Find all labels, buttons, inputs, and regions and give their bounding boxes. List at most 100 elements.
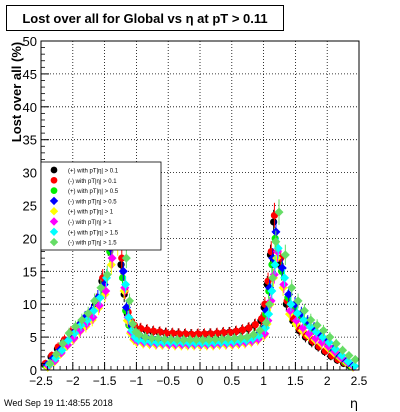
legend-label: (+) with pT|η| > 1: [68, 210, 114, 216]
data-point: [245, 324, 253, 332]
data-point: [343, 356, 353, 366]
data-point: [285, 306, 295, 316]
data-point: [57, 345, 67, 355]
data-point: [64, 328, 74, 338]
data-point: [239, 326, 247, 334]
data-point: [51, 349, 61, 359]
legend-label: (-) with pT|η| > 1.5: [68, 241, 117, 247]
data-point: [286, 299, 296, 309]
data-point: [94, 301, 104, 311]
data-point: [279, 279, 289, 289]
data-point: [287, 283, 297, 293]
data-point: [264, 309, 274, 319]
legend: (+) with pT|η| > 0.1 (-) with pT|η| > 0.1…: [40, 161, 162, 251]
grid-lines: [41, 41, 359, 370]
data-point: [140, 332, 150, 342]
data-point: [331, 339, 341, 349]
data-point: [106, 260, 116, 270]
data-point: [172, 335, 182, 345]
data-point: [70, 322, 80, 332]
legend-label: (-) with pT|η| > 0.1: [68, 179, 117, 185]
y-tick-label: 10: [23, 297, 37, 312]
data-point: [147, 333, 157, 343]
y-tick-label: 25: [23, 199, 37, 214]
data-point: [264, 299, 274, 309]
data-point: [166, 334, 176, 344]
x-tick-label: −1: [130, 374, 144, 388]
data-point: [90, 296, 100, 306]
data-point: [311, 333, 321, 343]
legend-marker: [49, 217, 59, 226]
x-tick-label: −2: [66, 374, 80, 388]
data-point: [219, 328, 228, 337]
data-point: [118, 254, 126, 262]
data-point: [217, 334, 227, 344]
data-point: [274, 207, 284, 217]
data-point: [306, 315, 316, 325]
data-point: [121, 302, 131, 312]
data-point: [299, 306, 309, 316]
data-point: [102, 270, 112, 280]
data-point: [350, 354, 360, 364]
data-point: [292, 316, 302, 326]
legend-marker: [50, 166, 58, 174]
data-point: [251, 320, 259, 329]
data-point: [121, 279, 131, 289]
data-point: [118, 266, 128, 276]
x-tick-label: 1.5: [287, 374, 304, 388]
data-point: [77, 315, 87, 325]
data-point: [337, 351, 347, 361]
legend-marker: [49, 237, 59, 247]
legend-label: (-) with pT|η| > 1: [68, 220, 112, 226]
x-tick-label: 2: [324, 374, 331, 388]
y-tick-label: 20: [23, 231, 37, 246]
y-tick-label: 45: [23, 67, 37, 82]
data-point: [198, 335, 208, 345]
data-point: [204, 335, 214, 345]
data-point: [58, 339, 68, 349]
legend-marker: [49, 196, 59, 206]
data-point: [280, 250, 290, 260]
data-point: [232, 327, 240, 335]
legend-marker: [49, 227, 59, 236]
data-point: [284, 289, 294, 299]
legend-marker: [49, 207, 59, 216]
x-tick-label: 0.5: [223, 374, 240, 388]
x-axis-label: η: [350, 397, 358, 412]
data-point: [185, 335, 195, 345]
data-point: [270, 260, 280, 270]
y-tick-label: 50: [23, 34, 37, 49]
data-point: [312, 320, 322, 330]
data-point: [107, 253, 117, 263]
data-points: [41, 174, 360, 372]
y-tick-label: 30: [23, 166, 37, 181]
x-tick-label: 1: [260, 374, 267, 388]
data-point: [124, 312, 134, 322]
data-point: [45, 358, 55, 368]
data-point: [149, 327, 158, 335]
data-point: [128, 319, 138, 329]
data-point: [191, 335, 201, 345]
x-tick-label: −2.5: [29, 374, 53, 388]
data-point: [156, 328, 164, 336]
data-point: [272, 253, 282, 263]
data-point: [160, 334, 170, 344]
legend-label: (-) with pT|η| > 0.5: [68, 199, 117, 205]
data-point: [304, 329, 314, 339]
data-point: [293, 296, 303, 306]
data-point: [82, 315, 92, 325]
data-point: [330, 344, 340, 354]
data-point: [268, 273, 278, 283]
y-tick-label: 15: [23, 264, 37, 279]
data-point: [96, 283, 106, 293]
data-point: [223, 333, 233, 343]
y-tick-label: 5: [30, 330, 37, 345]
legend-marker: [50, 176, 58, 184]
data-point: [133, 335, 143, 345]
data-point: [121, 253, 131, 263]
data-point: [179, 335, 189, 345]
y-axis-label: Lost over all (%): [9, 42, 24, 142]
data-point: [298, 323, 308, 333]
data-point: [153, 333, 163, 343]
data-point: [299, 315, 309, 325]
